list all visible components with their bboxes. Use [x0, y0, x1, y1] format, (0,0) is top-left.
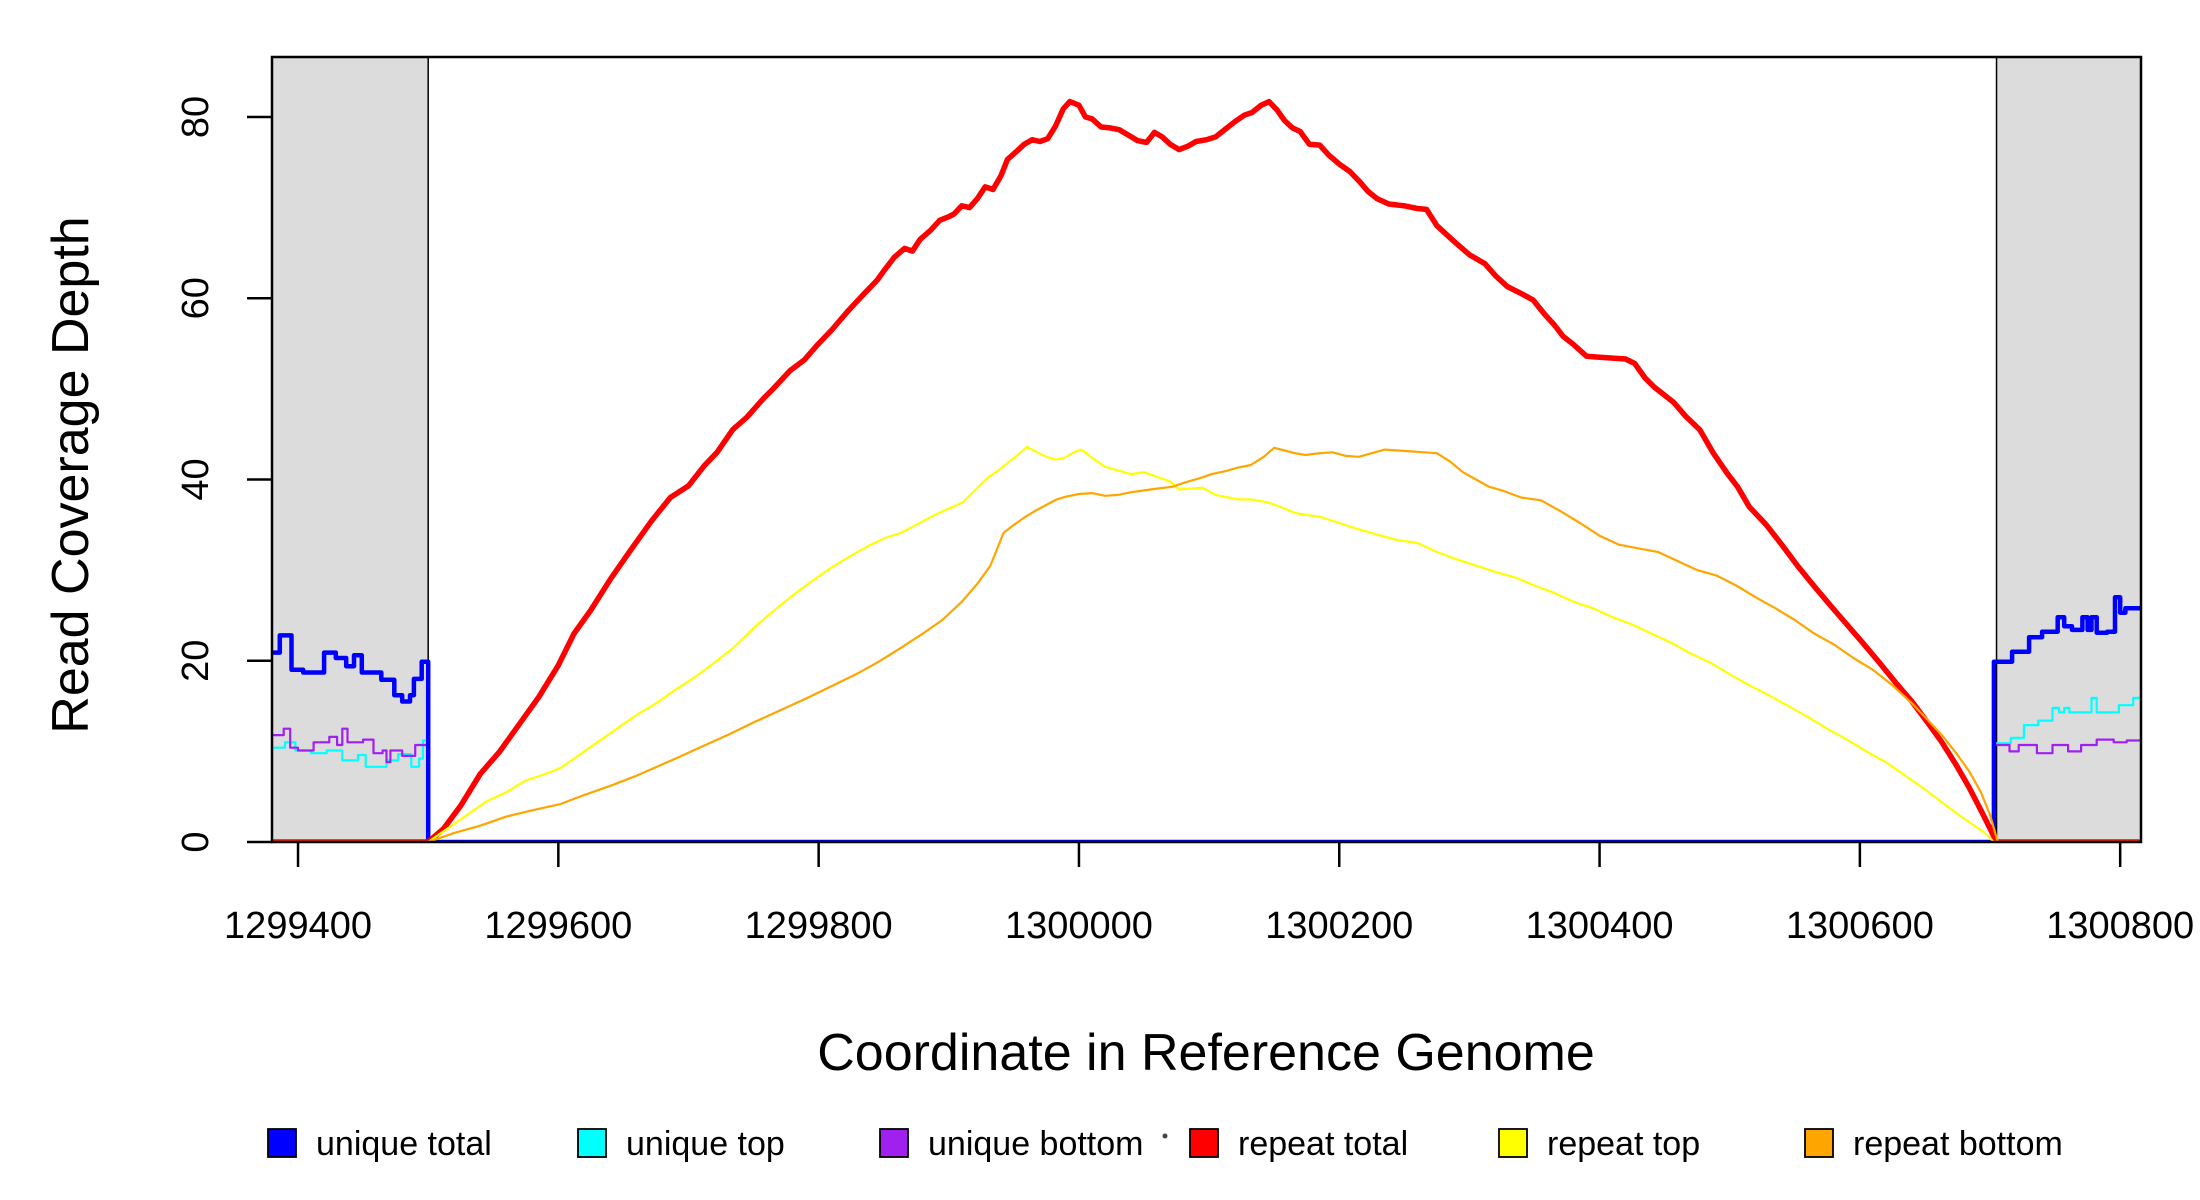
legend-label-repeat-bottom: repeat bottom — [1853, 1125, 2063, 1163]
legend-swatch-unique-total — [267, 1128, 297, 1158]
y-axis-tick-label: 20 — [175, 640, 217, 682]
series-repeat-bottom-line — [272, 446, 2141, 842]
legend-swatch-unique-top — [577, 1128, 607, 1158]
stray-dot — [1162, 1133, 1168, 1139]
legend-label-repeat-total: repeat total — [1238, 1125, 1408, 1163]
legend-label-unique-top: unique top — [626, 1125, 785, 1163]
legend-label-unique-total: unique total — [316, 1125, 492, 1163]
series-lines — [272, 98, 2141, 842]
legend-label-unique-bottom: unique bottom — [928, 1125, 1144, 1163]
shaded-regions — [271, 56, 2142, 843]
y-axis-tick-label: 80 — [175, 96, 217, 138]
x-axis-tick-label: 1300800 — [2046, 905, 2194, 947]
x-axis-tick-label: 1299600 — [484, 905, 632, 947]
y-axis-tick-label: 60 — [175, 277, 217, 319]
legend-swatch-repeat-top — [1498, 1128, 1528, 1158]
series-repeat-total-line — [272, 98, 2141, 842]
y-axis-tick-label: 0 — [175, 831, 217, 852]
legend-swatch-repeat-total — [1189, 1128, 1219, 1158]
x-axis-tick-label: 1300600 — [1786, 905, 1934, 947]
y-axis: 0 20 40 60 80 — [175, 96, 272, 853]
legend-swatch-unique-bottom — [879, 1128, 909, 1158]
series-unique-top-line — [272, 696, 2141, 842]
shaded-region — [271, 56, 429, 843]
series-unique-total-line — [272, 595, 2141, 842]
series-unique-bottom-line — [272, 727, 2141, 842]
y-axis-tick-label: 40 — [175, 458, 217, 500]
y-axis-title: Read Coverage Depth — [42, 216, 100, 733]
x-axis-tick-label: 1300400 — [1526, 905, 1674, 947]
x-axis-title: Coordinate in Reference Genome — [817, 1024, 1595, 1082]
legend: unique total unique top unique bottom repea… — [267, 1125, 2063, 1163]
x-axis: 1299400 1299600 1299800 1300000 1300200 13004… — [224, 842, 2194, 947]
plot-border — [270, 55, 2143, 844]
x-axis-tick-label: 1299800 — [745, 905, 893, 947]
x-axis-tick-label: 1300200 — [1265, 905, 1413, 947]
x-axis-tick-label: 1300000 — [1005, 905, 1153, 947]
x-axis-tick-label: 1299400 — [224, 905, 372, 947]
legend-swatch-repeat-bottom — [1804, 1128, 1834, 1158]
shaded-region — [1995, 56, 2142, 843]
legend-label-repeat-top: repeat top — [1547, 1125, 1700, 1163]
